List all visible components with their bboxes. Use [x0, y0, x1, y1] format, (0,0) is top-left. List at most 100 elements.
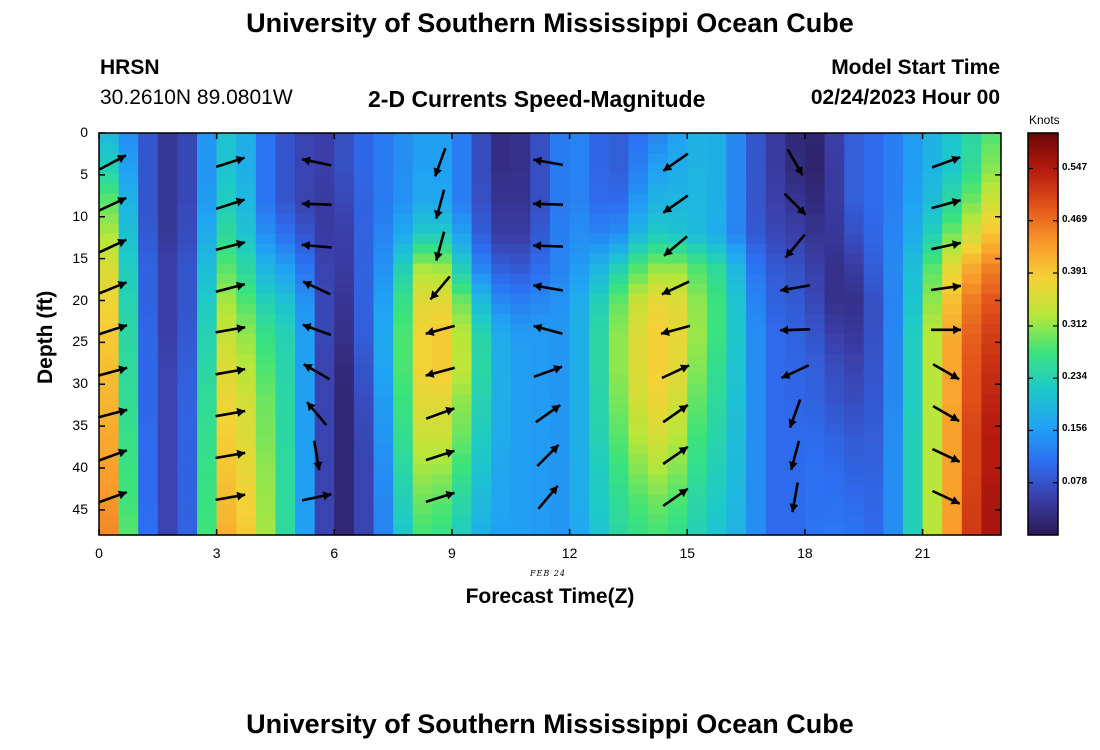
heatmap-cell — [648, 263, 669, 275]
heatmap-cell — [942, 273, 963, 285]
heatmap-cell — [550, 434, 571, 446]
heatmap-cell — [491, 394, 512, 405]
heatmap-cell — [922, 213, 943, 225]
heatmap-cell — [412, 323, 433, 335]
heatmap-cell — [687, 213, 708, 225]
heatmap-cell — [216, 203, 237, 214]
heatmap-cell — [530, 273, 551, 285]
heatmap-cell — [726, 233, 747, 245]
heatmap-cell — [353, 233, 375, 245]
heatmap-cell — [138, 233, 159, 245]
heatmap-cell — [922, 173, 943, 184]
heatmap-cell — [765, 464, 786, 476]
heatmap-cell — [530, 133, 551, 144]
heatmap-cell — [393, 514, 414, 526]
heatmap-cell — [432, 424, 453, 436]
heatmap-cell — [177, 323, 198, 335]
heatmap-cell — [902, 163, 924, 174]
heatmap-cell — [883, 374, 904, 385]
heatmap-cell — [687, 183, 708, 194]
heatmap-cell — [863, 364, 884, 375]
heatmap-cell — [608, 313, 630, 325]
heatmap-cell — [393, 133, 414, 144]
heatmap-cell — [981, 424, 1002, 436]
heatmap-cell — [373, 303, 394, 315]
heatmap-cell — [255, 514, 277, 526]
plot-frame — [98, 132, 1002, 536]
heatmap-cell — [255, 484, 277, 496]
heatmap-cell — [765, 404, 786, 415]
heatmap-cell — [353, 344, 375, 355]
heatmap-cell — [157, 263, 179, 275]
heatmap-cell — [334, 173, 355, 184]
current-vector-arrow — [98, 154, 127, 171]
heatmap-cell — [314, 143, 335, 154]
heatmap-cell — [236, 233, 257, 245]
heatmap-cell — [236, 183, 257, 194]
heatmap-cell — [785, 203, 806, 214]
heatmap-cell — [432, 313, 453, 325]
heatmap-cell — [99, 344, 120, 355]
heatmap-cell — [746, 454, 767, 466]
heatmap-cell — [255, 153, 277, 164]
heatmap-cell — [883, 464, 904, 476]
heatmap-cell — [648, 344, 669, 355]
heatmap-cell — [785, 354, 806, 365]
heatmap-cell — [530, 344, 551, 355]
heatmap-cell — [393, 374, 414, 385]
heatmap-cell — [353, 313, 375, 325]
heatmap-cell — [530, 334, 551, 345]
heatmap-cell — [255, 253, 277, 265]
heatmap-cell — [883, 213, 904, 225]
heatmap-cell — [902, 233, 924, 245]
current-vector-arrow — [215, 197, 245, 211]
heatmap-cell — [157, 394, 179, 405]
heatmap-cell — [373, 203, 394, 214]
heatmap-cell — [118, 344, 139, 355]
current-vector-arrow — [663, 235, 688, 257]
heatmap-cell — [236, 484, 257, 496]
heatmap-cell — [216, 504, 237, 516]
heatmap-cell — [530, 464, 551, 476]
heatmap-cell — [99, 374, 120, 385]
heatmap-cell — [99, 143, 120, 154]
heatmap-cell — [314, 524, 335, 536]
heatmap-cell — [491, 243, 512, 255]
heatmap-cell — [961, 434, 982, 446]
heatmap-cell — [138, 434, 159, 446]
heatmap-cell — [295, 213, 316, 225]
heatmap-cell — [118, 193, 139, 204]
heatmap-cell — [255, 133, 277, 144]
heatmap-cell — [706, 143, 728, 154]
heatmap-cell — [942, 243, 963, 255]
heatmap-cell — [393, 283, 414, 295]
heatmap-cell — [353, 153, 375, 164]
heatmap-cell — [157, 334, 179, 345]
heatmap-cell — [216, 444, 237, 456]
heatmap-cell — [432, 504, 453, 516]
heatmap-cell — [726, 153, 747, 164]
heatmap-cell — [765, 213, 786, 225]
heatmap-cell — [353, 323, 375, 335]
colorbar-tick-label: 0.234 — [1062, 371, 1088, 383]
heatmap-cell — [216, 494, 237, 506]
heatmap-cell — [373, 404, 394, 415]
heatmap-cell — [608, 434, 630, 446]
heatmap-cell — [902, 334, 924, 345]
heatmap-cell — [295, 233, 316, 245]
heatmap-cell — [706, 133, 728, 144]
heatmap-cell — [608, 133, 630, 144]
heatmap-cell — [863, 414, 884, 426]
heatmap-cell — [334, 273, 355, 285]
heatmap-cell — [687, 514, 708, 526]
heatmap-cell — [746, 153, 767, 164]
heatmap-cell — [530, 364, 551, 375]
heatmap-cell — [902, 183, 924, 194]
heatmap-cell — [824, 273, 845, 285]
heatmap-cell — [844, 484, 865, 496]
current-vector-arrow — [931, 489, 961, 505]
heatmap-cell — [197, 203, 218, 214]
heatmap-cell — [373, 263, 394, 275]
heatmap-cell — [393, 203, 414, 214]
heatmap-cell — [255, 293, 277, 305]
